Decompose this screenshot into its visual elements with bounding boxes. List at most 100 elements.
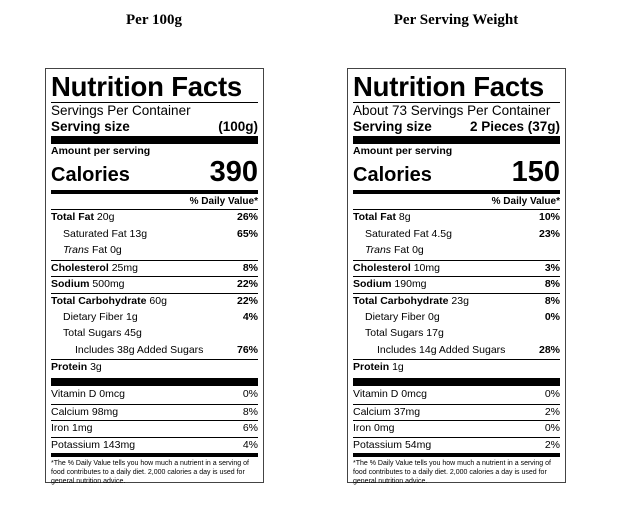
nutrient-amount: 3g [90,361,102,374]
nutrient-label: Iron [353,422,372,435]
nutrient-label: Protein [51,361,88,374]
medium-rule [353,453,560,458]
nutrient-row: Trans Fat 0g [51,243,258,260]
nutrient-label: Includes 38g Added Sugars [75,343,204,356]
nutrient-name: Cholesterol 25mg [51,261,138,277]
thick-rule [353,377,560,386]
nutrient-amount: 54mg [404,438,432,451]
nutrient-amount: 45g [124,327,142,340]
nutrient-amount: 0mcg [99,387,125,400]
nutrient-name: Trans Fat 0g [63,243,122,260]
panel-heading: Per Serving Weight [393,12,519,28]
daily-value: 22% [236,278,258,291]
daily-value: 2% [544,405,560,418]
nutrient-row: Potassium 143mg 4% [51,436,258,454]
nutrient-name: Iron 1mg [51,421,92,437]
daily-value: 4% [242,310,258,323]
daily-value: 26% [236,211,258,223]
nutrient-name-italic: Trans [63,244,90,257]
nutrient-row: Protein 3g [51,359,258,376]
daily-value: 2% [544,438,560,451]
nutrient-amount: 0mg [374,422,395,435]
nutrient-name: Total Sugars 45g [63,326,142,343]
nutrient-label: Iron [51,422,70,435]
nutrient-row: Calcium 98mg 8% [51,403,258,421]
serving-size-row: Serving size (100g) [51,119,258,135]
servings: Servings Per Container [51,102,258,119]
nutrient-row: Total Fat 8g 10% [353,210,560,227]
nutrient-row: Saturated Fat 4.5g 23% [353,227,560,244]
daily-value-header: % Daily Value* [353,195,560,210]
nutrient-row: Iron 1mg 6% [51,420,258,437]
amount-per-serving: Amount per serving [51,145,151,157]
nutrient-row: Cholesterol 25mg 8% [51,259,258,277]
nutrient-row: Vitamin D 0mcg 0% [51,387,258,404]
nutrient-name: Potassium 143mg [51,438,135,454]
nutrient-label: Vitamin D [353,387,399,400]
daily-value: 22% [236,294,258,307]
nutrient-amount: 0g [110,244,122,257]
servings: About 73 Servings Per Container [353,102,560,119]
daily-value: 0% [544,310,560,323]
nutrient-name: Saturated Fat 4.5g [365,227,452,244]
nutrient-row: Vitamin D 0mcg 0% [353,387,560,404]
nutrient-name: Cholesterol 10mg [353,261,440,277]
calories-row: Calories 390 [51,158,258,189]
nutrient-row: Cholesterol 10mg 3% [353,259,560,277]
label-title: Nutrition Facts [51,71,243,102]
nutrient-amount: 190mg [394,278,427,291]
nutrient-label: Total Sugars [63,327,122,340]
label-title: Nutrition Facts [353,71,545,102]
nutrient-row: Includes 38g Added Sugars 76% [51,343,258,360]
nutrient-name: Protein 3g [51,360,102,376]
nutrient-name: Sodium 190mg [353,277,427,293]
calories-label: Calories [51,164,130,186]
medium-rule [51,190,258,194]
daily-value: 8% [544,278,560,291]
nutrient-row: Dietary Fiber 1g 4% [51,310,258,327]
calories: 390 [209,156,258,188]
nutrient-name: Total Fat 8g [353,210,411,227]
nutrient-name: Protein 1g [353,360,404,376]
daily-value: 4% [242,438,258,451]
amount-per-serving: Amount per serving [353,145,453,157]
daily-value: 28% [538,343,560,356]
medium-rule [353,190,560,194]
nutrient-name: Potassium 54mg [353,438,431,454]
nutrient-name: Sodium 500mg [51,277,125,293]
nutrient-name: Iron 0mg [353,421,394,437]
calories: 150 [511,156,560,188]
nutrient-amount: 1mg [72,422,93,435]
nutrient-row: Includes 14g Added Sugars 28% [353,343,560,360]
nutrient-amount: 0g [412,244,424,257]
nutrient-label: Vitamin D [51,387,97,400]
daily-value: 6% [242,422,258,435]
nutrient-name: Dietary Fiber 0g [365,310,440,327]
nutrient-amount: 500mg [92,278,125,291]
serving-size: 2 Pieces (37g) [469,118,560,134]
nutrient-label: Dietary Fiber [63,310,124,323]
nutrient-label: Fat [393,244,410,257]
nutrient-row: Dietary Fiber 0g 0% [353,310,560,327]
nutrient-row: Total Sugars 45g [51,326,258,343]
nutrient-name: Vitamin D 0mcg [51,387,125,404]
nutrient-row: Total Sugars 17g [353,326,560,343]
nutrient-label: Total Fat [51,211,94,223]
nutrient-amount: 1g [126,310,138,323]
nutrient-amount: 143mg [102,438,136,451]
daily-value: 0% [544,422,560,435]
medium-rule [51,453,258,458]
daily-value: 10% [538,211,560,223]
daily-value: 76% [236,343,258,356]
nutrient-amount: 10mg [413,261,440,274]
footnote: *The % Daily Value tells you how much a … [353,460,551,485]
nutrient-row: Sodium 190mg 8% [353,276,560,293]
nutrient-name: Total Carbohydrate 60g [51,294,167,310]
nutrient-row: Calcium 37mg 2% [353,403,560,421]
nutrient-label: Includes 14g Added Sugars [377,343,506,356]
nutrient-amount: 0mcg [401,387,427,400]
nutrient-name: Vitamin D 0mcg [353,387,427,404]
nutrient-label: Dietary Fiber [365,310,426,323]
nutrient-name: Calcium 37mg [353,405,420,421]
